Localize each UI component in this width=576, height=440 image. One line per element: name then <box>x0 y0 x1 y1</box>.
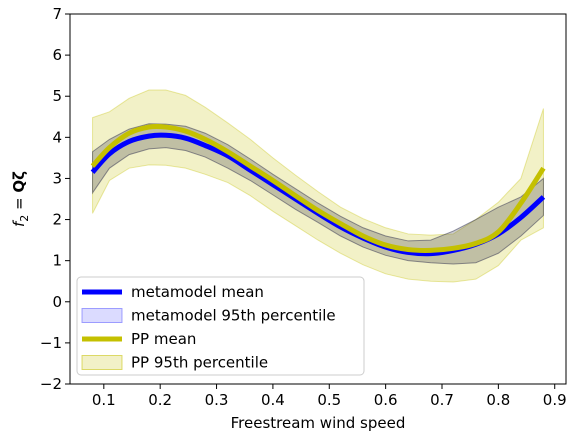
axes-frame <box>69 13 567 385</box>
legend-swatch-patch <box>81 308 123 323</box>
legend-label: PP 95th percentile <box>131 354 268 372</box>
x-tick-label: 0.3 <box>205 391 229 409</box>
bands <box>92 89 544 283</box>
y-tick-label: 5 <box>52 87 62 105</box>
x-axis-label: Freestream wind speed <box>231 414 406 432</box>
x-tick-label: 0.6 <box>374 391 398 409</box>
y-tick-label: 6 <box>52 46 62 64</box>
y-axis-label-equals: = <box>10 193 28 215</box>
y-tick-label: 4 <box>52 128 62 146</box>
y-tick-label: −2 <box>40 375 62 393</box>
y-axis-label-subscript: 2 <box>18 215 31 222</box>
y-axis-label: f2 = Qζ <box>10 171 31 227</box>
legend-swatch-patch <box>81 355 123 370</box>
pp-mean-line <box>90 123 546 253</box>
x-tick-label: 0.7 <box>430 391 454 409</box>
legend: metamodel mean metamodel 95th percentile P… <box>76 276 365 376</box>
legend-label: PP mean <box>131 330 196 348</box>
y-tick-label: 1 <box>52 252 62 270</box>
y-tick-label: 3 <box>52 169 62 187</box>
x-tick-label: 0.5 <box>317 391 341 409</box>
x-tick-label: 0.2 <box>148 391 172 409</box>
x-tick-label: 0.8 <box>486 391 510 409</box>
y-tick-label: 2 <box>52 211 62 229</box>
x-tick-label: 0.1 <box>92 391 116 409</box>
x-axis-ticks: 0.1 0.2 0.3 0.4 0.5 0.6 0.7 0.8 0.9 <box>92 384 567 409</box>
x-tick-label: 0.4 <box>261 391 285 409</box>
series-lines <box>90 123 546 257</box>
y-axis-label-bold: Qζ <box>10 171 28 193</box>
legend-label: metamodel 95th percentile <box>131 307 336 325</box>
legend-label: metamodel mean <box>131 283 264 301</box>
legend-box <box>76 276 365 376</box>
y-axis-label-main: f <box>10 219 28 227</box>
y-tick-label: 0 <box>52 293 62 311</box>
y-axis-ticks: −2 −1 0 1 2 3 4 5 6 7 <box>40 5 70 393</box>
y-tick-label: 7 <box>52 5 62 23</box>
y-tick-label: −1 <box>40 334 62 352</box>
x-tick-label: 0.9 <box>543 391 567 409</box>
